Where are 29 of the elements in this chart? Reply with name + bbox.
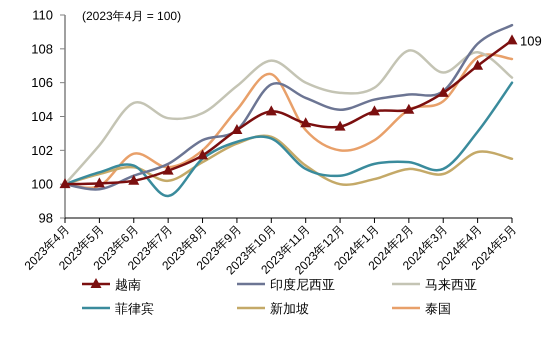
point — [60, 178, 70, 188]
point — [197, 149, 208, 160]
legend-label: 越南 — [115, 277, 141, 292]
y-tick-label: 104 — [31, 109, 53, 124]
chart-subtitle: (2023年4月 = 100) — [82, 9, 182, 23]
point — [334, 120, 346, 131]
point — [128, 174, 140, 185]
legend-label: 菲律宾 — [115, 301, 154, 316]
y-tick-label: 98 — [38, 210, 53, 226]
y-tick-label: 106 — [31, 75, 53, 90]
point — [403, 104, 414, 114]
point — [438, 86, 449, 97]
point — [300, 117, 312, 128]
legend-label: 印度尼西亚 — [270, 277, 335, 292]
y-tick-label: 102 — [31, 142, 53, 158]
y-tick-label: 110 — [32, 8, 53, 22]
y-tick-label: 108 — [31, 41, 53, 56]
point — [162, 164, 174, 175]
legend-label: 新加坡 — [270, 301, 309, 316]
point — [506, 34, 518, 44]
legend-label: 马来西亚 — [425, 277, 477, 292]
data-label: 109 — [520, 33, 542, 48]
legend-label: 泰国 — [425, 301, 451, 316]
point — [231, 124, 242, 134]
point — [266, 105, 277, 116]
point — [94, 177, 105, 188]
point — [368, 105, 380, 116]
y-tick-label: 100 — [31, 176, 53, 192]
point — [472, 60, 484, 70]
